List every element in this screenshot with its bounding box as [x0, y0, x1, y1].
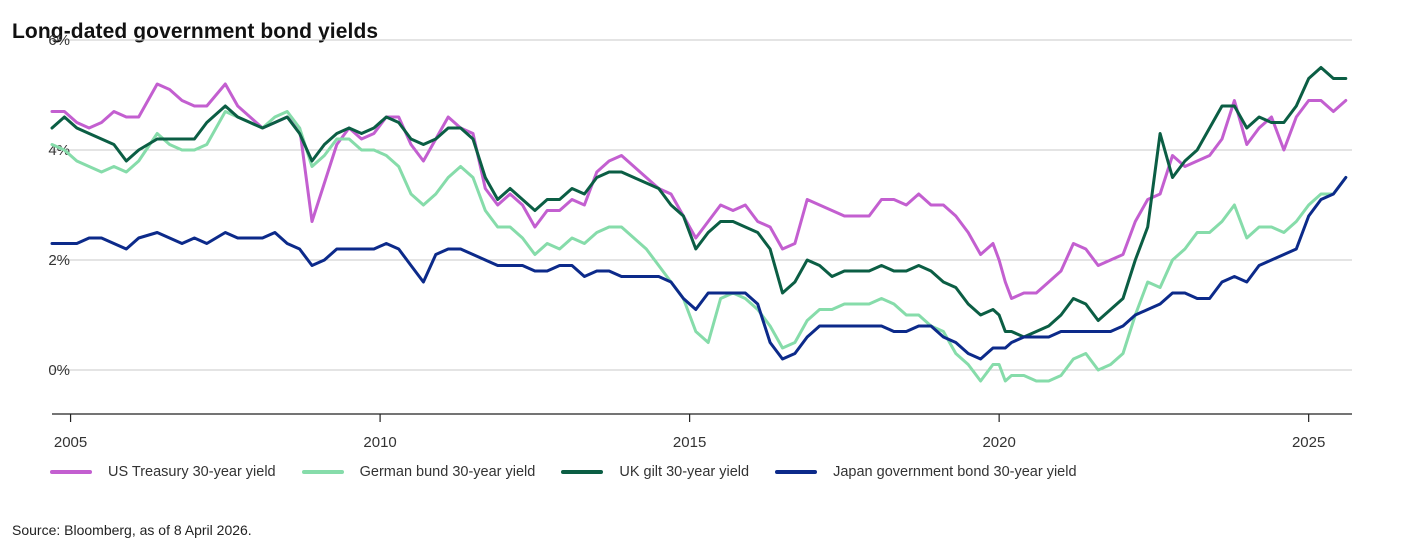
legend-item: German bund 30-year yield: [301, 464, 536, 480]
legend: US Treasury 30-year yield German bund 30-…: [50, 464, 1103, 480]
legend-label: UK gilt 30-year yield: [619, 464, 750, 480]
y-axis-labels: 0%2%4%6%: [48, 32, 70, 379]
legend-swatch: [50, 470, 92, 474]
legend-swatch: [301, 470, 344, 474]
x-tick-label: 2005: [54, 434, 87, 451]
y-tick-label: 0%: [48, 362, 70, 379]
y-tick-label: 6%: [48, 32, 70, 49]
legend-item: Japan government bond 30-year yield: [775, 464, 1077, 480]
series-line: [50, 110, 1348, 383]
legend-swatch: [775, 470, 818, 474]
x-tick-label: 2025: [1292, 434, 1325, 451]
legend-item: UK gilt 30-year yield: [561, 464, 749, 480]
x-axis: 2005 2010 2015 2020 2025: [52, 413, 1352, 451]
legend-item: US Treasury 30-year yield: [50, 464, 276, 480]
x-tick-label: 2020: [982, 434, 1015, 451]
legend-swatch: [561, 470, 604, 474]
gridlines: [52, 39, 1352, 371]
x-tick-label: 2015: [673, 434, 706, 451]
legend-label: Japan government bond 30-year yield: [833, 464, 1077, 480]
legend-label: US Treasury 30-year yield: [108, 464, 276, 480]
y-tick-label: 2%: [48, 252, 70, 269]
source-note: Source: Bloomberg, as of 8 April 2026.: [12, 522, 252, 538]
x-tick-label: 2010: [363, 434, 396, 451]
chart-title: Long-dated government bond yields: [12, 20, 379, 43]
line-chart: 0%2%4%6% 2005 2010 2015 2020 2025: [48, 32, 1352, 451]
series-lines: [50, 66, 1348, 383]
series-line: [50, 66, 1348, 339]
legend-label: German bund 30-year yield: [359, 464, 536, 480]
series-line: [50, 176, 1348, 361]
